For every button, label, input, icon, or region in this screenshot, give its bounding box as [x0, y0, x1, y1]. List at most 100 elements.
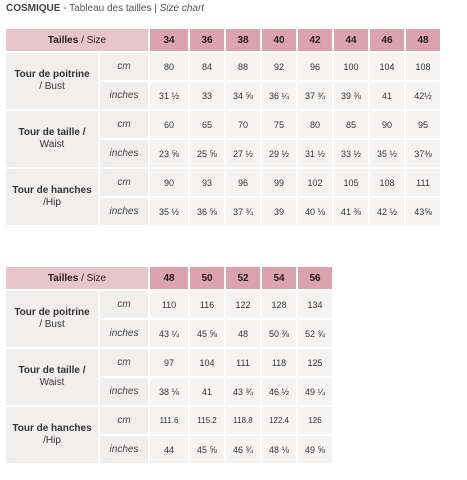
value-cell: 43 ¾	[226, 378, 260, 405]
size-chart-body: Tailles / Size 34 36 38 40 42 44 46 48 Tour de po…	[6, 29, 440, 225]
value-cell: 48	[226, 320, 260, 347]
value-cell: 41	[370, 82, 404, 109]
value-cell: 34 ⅝	[226, 82, 260, 109]
measure-name: Tour de poitrine / Bust	[6, 53, 98, 109]
size-header-label: Tailles / Size	[6, 29, 148, 51]
unit-label: cm	[100, 169, 148, 196]
value-cell: 90	[370, 111, 404, 138]
value-cell: 43⅝	[406, 198, 440, 225]
table-row: Tour de hanches/Hip cm 111.6 115.2 118.8 122.…	[6, 407, 332, 463]
value-cell: 134	[298, 291, 332, 318]
value-cell: 43 ¼	[150, 320, 188, 347]
table-row: inches 43 ¼ 45 ⅝ 48 50 ⅜ 52 ¾	[6, 320, 332, 347]
table-row: Tour de taille / Waist cm 60 65 70 75 80 85 90 95	[6, 111, 440, 167]
size-chart-table-2: Tailles / Size 48 50 52 54 56 Tour de poitrine…	[4, 265, 334, 465]
size-header-label-bold: Tailles	[47, 34, 79, 46]
value-cell: 111	[406, 169, 440, 196]
value-cell: 80	[298, 111, 332, 138]
size-header-cell: 34	[150, 29, 188, 51]
value-cell: 39	[262, 198, 296, 225]
value-cell: 46 ¾	[226, 436, 260, 463]
size-header-cell: 42	[298, 29, 332, 51]
unit-label: cm	[100, 53, 148, 80]
size-header-cell: 40	[262, 29, 296, 51]
value-cell: 49 ¼	[298, 378, 332, 405]
value-cell: 111	[226, 349, 260, 376]
size-header-label-rest: / Size	[78, 272, 107, 284]
table-row: inches 35 ½ 36 ⅝ 37 ¾ 39 40 ⅛ 41 ⅜ 42 ½ 43⅝	[6, 198, 440, 225]
value-cell: 111.6	[150, 407, 188, 434]
unit-label: inches	[100, 140, 148, 167]
title-separator: -	[60, 3, 70, 14]
value-cell: 35 ½	[370, 140, 404, 167]
value-cell: 116	[190, 291, 224, 318]
value-cell: 108	[406, 53, 440, 80]
value-cell: 33	[190, 82, 224, 109]
value-cell: 93	[190, 169, 224, 196]
value-cell: 85	[334, 111, 368, 138]
page-title: COSMIQUE - Tableau des tailles | Size ch…	[6, 3, 204, 14]
size-header-cell: 38	[226, 29, 260, 51]
value-cell: 80	[150, 53, 188, 80]
size-header-cell: 46	[370, 29, 404, 51]
measure-name-rest: / Bust	[39, 319, 65, 330]
value-cell: 70	[226, 111, 260, 138]
value-cell: 42 ½	[370, 198, 404, 225]
value-cell: 104	[370, 53, 404, 80]
table-row: inches 31 ½ 33 34 ⅝ 36 ¼ 37 ¾ 39 ⅜ 41 42½	[6, 82, 440, 109]
size-header-label-rest: / Size	[78, 34, 107, 46]
value-cell: 41 ⅜	[334, 198, 368, 225]
value-cell: 84	[190, 53, 224, 80]
value-cell: 65	[190, 111, 224, 138]
size-header-row: Tailles / Size 34 36 38 40 42 44 46 48	[6, 29, 440, 51]
table-row: inches 38 ⅛ 41 43 ¾ 46 ½ 49 ¼	[6, 378, 332, 405]
value-cell: 31 ½	[150, 82, 188, 109]
table-row: Tour de poitrine / Bust cm 80 84 88 92 96 100 104…	[6, 53, 440, 109]
value-cell: 118.8	[226, 407, 260, 434]
size-header-cell: 48	[406, 29, 440, 51]
value-cell: 122	[226, 291, 260, 318]
title-subtitle: Size chart	[156, 3, 205, 14]
value-cell: 45 ⅝	[190, 436, 224, 463]
value-cell: 122.4	[262, 407, 296, 434]
measure-name-bold: Tour de taille /	[18, 365, 86, 376]
value-cell: 42½	[406, 82, 440, 109]
measure-name-bold: Tour de poitrine	[14, 307, 90, 318]
value-cell: 38 ⅛	[150, 378, 188, 405]
measure-name: Tour de taille / Waist	[6, 111, 98, 167]
value-cell: 126	[298, 407, 332, 434]
value-cell: 118	[262, 349, 296, 376]
value-cell: 49 ⅝	[298, 436, 332, 463]
measure-name-rest: /Hip	[43, 197, 61, 208]
size-chart-body: Tailles / Size 48 50 52 54 56 Tour de poitrine…	[6, 267, 332, 463]
size-chart-table-1: Tailles / Size 34 36 38 40 42 44 46 48 Tour de po…	[4, 27, 442, 227]
value-cell: 128	[262, 291, 296, 318]
value-cell: 75	[262, 111, 296, 138]
unit-label: inches	[100, 436, 148, 463]
size-header-label-bold: Tailles	[47, 272, 79, 284]
value-cell: 23 ⅝	[150, 140, 188, 167]
unit-label: inches	[100, 320, 148, 347]
value-cell: 41	[190, 378, 224, 405]
value-cell: 25 ⅝	[190, 140, 224, 167]
brand-name: COSMIQUE	[6, 3, 61, 14]
size-header-label: Tailles / Size	[6, 267, 148, 289]
size-header-row: Tailles / Size 48 50 52 54 56	[6, 267, 332, 289]
value-cell: 37⅜	[406, 140, 440, 167]
value-cell: 48 ⅛	[262, 436, 296, 463]
measure-name-rest: /Hip	[43, 435, 61, 446]
measure-name-bold: Tour de poitrine	[14, 69, 90, 80]
value-cell: 31 ½	[298, 140, 332, 167]
value-cell: 33 ½	[334, 140, 368, 167]
value-cell: 115.2	[190, 407, 224, 434]
value-cell: 36 ⅝	[190, 198, 224, 225]
value-cell: 125	[298, 349, 332, 376]
measure-name: Tour de poitrine / Bust	[6, 291, 98, 347]
value-cell: 96	[226, 169, 260, 196]
value-cell: 35 ½	[150, 198, 188, 225]
table-row: Tour de taille / Waist cm 97 104 111 118 125	[6, 349, 332, 405]
unit-label: inches	[100, 198, 148, 225]
measure-name-rest: Waist	[39, 139, 65, 150]
measure-name-bold: Tour de taille /	[18, 127, 86, 138]
value-cell: 37 ¾	[226, 198, 260, 225]
